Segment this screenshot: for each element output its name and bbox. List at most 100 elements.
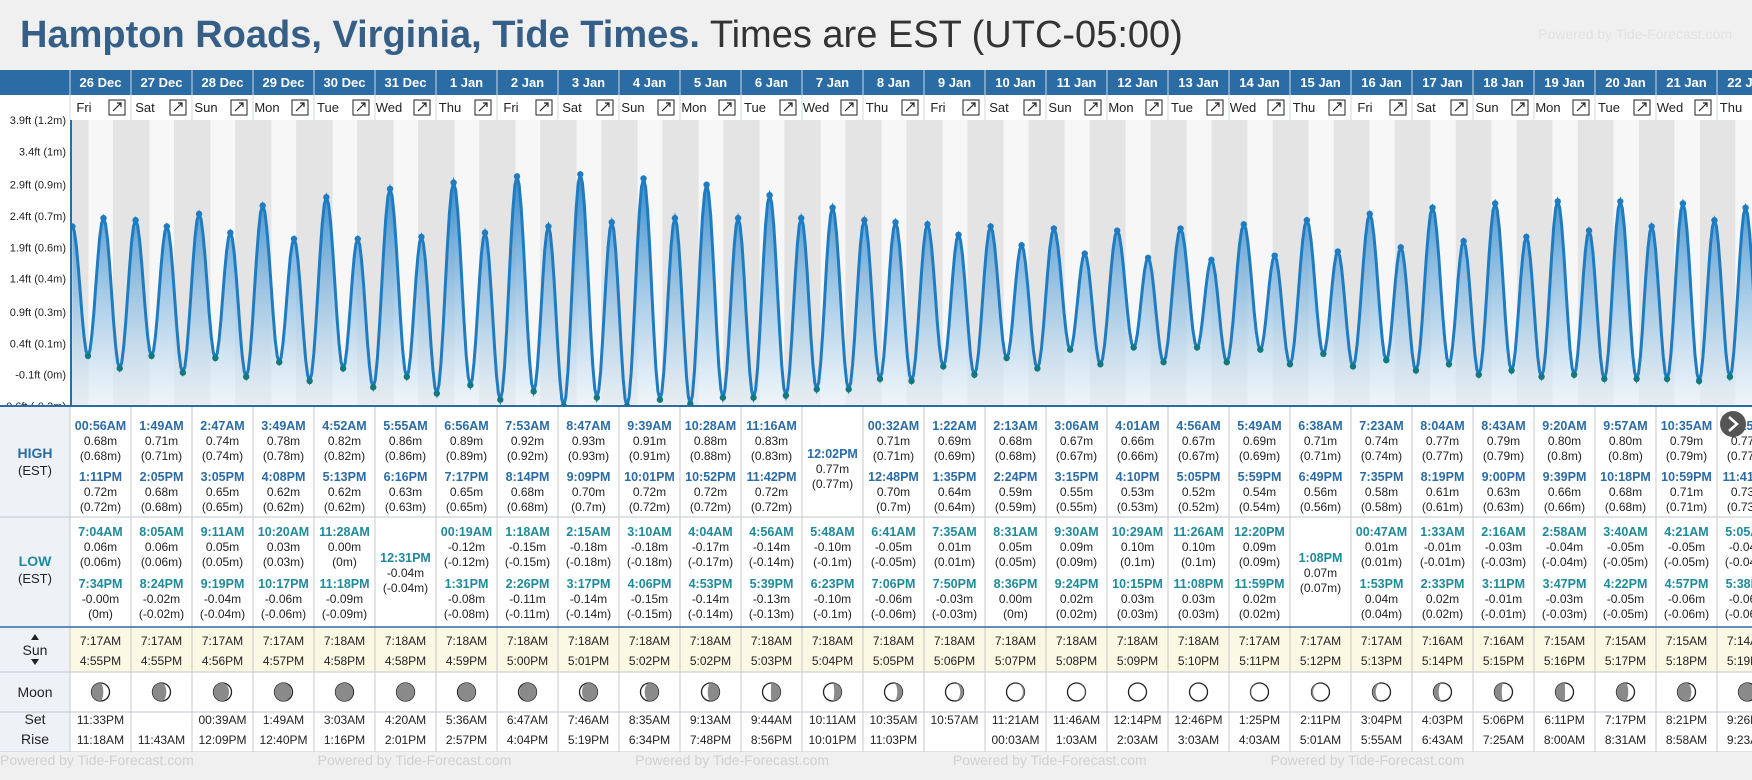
low-tide-height-rounded: (0m) bbox=[1003, 607, 1028, 621]
low-tide-height: -0.14m bbox=[570, 592, 607, 606]
high-tide-point bbox=[1460, 237, 1467, 245]
high-tide-height: 0.91m bbox=[633, 434, 666, 448]
sunrise-time: 7:18AM bbox=[690, 634, 731, 648]
high-tide-height: 0.86m bbox=[389, 434, 422, 448]
high-tide-time: 9:39AM bbox=[627, 419, 671, 433]
high-tide-point bbox=[418, 233, 425, 241]
low-tide-height: -0.03m bbox=[936, 592, 973, 606]
moonrise-time: 8:56PM bbox=[751, 733, 792, 747]
low-tide-point bbox=[1475, 371, 1482, 378]
low-tide-height: -0.10m bbox=[814, 592, 851, 606]
low-tide-time: 5:38PM bbox=[1726, 577, 1752, 591]
date-label: 22 Jan bbox=[1727, 75, 1752, 90]
moonset-time: 6:11PM bbox=[1544, 713, 1584, 727]
low-tide-time: 8:05AM bbox=[139, 525, 183, 539]
high-tide-point bbox=[481, 229, 489, 236]
high-tide-point bbox=[1366, 210, 1373, 218]
low-tide-height: -0.03m bbox=[1546, 592, 1583, 606]
date-label: 15 Jan bbox=[1300, 75, 1341, 90]
high-tide-height: 0.63m bbox=[1487, 485, 1520, 499]
sunset-time: 5:00PM bbox=[507, 654, 548, 668]
moon-shadow-icon bbox=[457, 683, 476, 701]
low-tide-height: -0.05m bbox=[1668, 540, 1705, 554]
date-label: 1 Jan bbox=[450, 75, 483, 90]
low-tide-time: 4:06PM bbox=[628, 577, 672, 591]
low-tide-height-rounded: (-0.05m) bbox=[871, 555, 916, 569]
high-tide-height: 0.71m bbox=[877, 434, 910, 448]
low-tide-point bbox=[1257, 346, 1264, 353]
high-tide-time: 9:20AM bbox=[1542, 419, 1586, 433]
footer-powered-2: Powered by Tide-Forecast.com bbox=[317, 752, 512, 768]
low-tide-point bbox=[1663, 375, 1671, 383]
low-tide-time: 7:50PM bbox=[933, 577, 977, 591]
high-tide-point bbox=[1554, 198, 1561, 205]
high-tide-height-rounded: (0.52m) bbox=[1178, 500, 1219, 514]
low-tide-time: 00:19AM bbox=[441, 525, 492, 539]
low-tide-height: 0.03m bbox=[1121, 592, 1154, 606]
sunrise-time: 7:18AM bbox=[812, 634, 853, 648]
high-tide-height-rounded: (0.62m) bbox=[263, 500, 304, 514]
low-tide-height-rounded: (-0.04m) bbox=[1725, 555, 1752, 569]
sun-up-arrow-icon bbox=[31, 634, 39, 640]
high-tide-point bbox=[1303, 217, 1311, 224]
footer-watermark: Powered by Tide-Forecast.com Powered by … bbox=[0, 752, 1752, 780]
high-tide-height-rounded: (0.77m) bbox=[812, 477, 853, 491]
date-label: 5 Jan bbox=[694, 75, 727, 90]
high-tide-time: 3:49AM bbox=[261, 419, 305, 433]
high-tide-point bbox=[987, 223, 994, 230]
expand-arrow-icon bbox=[1515, 102, 1525, 112]
tide-area bbox=[72, 174, 1752, 406]
low-tide-time: 1:31PM bbox=[445, 577, 489, 591]
expand-arrow-icon bbox=[417, 102, 427, 112]
moonrise-time: 3:03AM bbox=[1178, 733, 1219, 747]
moonrise-time: 10:01PM bbox=[808, 733, 856, 747]
weekday-label: Thu bbox=[439, 100, 461, 115]
high-tide-point bbox=[1523, 233, 1530, 241]
high-tide-point bbox=[829, 204, 836, 211]
high-tide-height-rounded: (0.7m) bbox=[876, 500, 911, 514]
weekday-label: Wed bbox=[1230, 100, 1257, 115]
low-tide-height: 0.02m bbox=[1243, 592, 1276, 606]
low-tide-point bbox=[813, 386, 820, 393]
weekday-label: Sun bbox=[194, 100, 217, 115]
high-tide-height-rounded: (0.66m) bbox=[1117, 449, 1158, 463]
moonset-time: 5:06PM bbox=[1483, 713, 1524, 727]
low-tide-height: -0.18m bbox=[570, 540, 607, 554]
low-tide-time: 4:22PM bbox=[1604, 577, 1648, 591]
low-tide-height: -0.04m bbox=[1546, 540, 1583, 554]
scroll-right-button[interactable] bbox=[1720, 411, 1746, 437]
weekday-label: Thu bbox=[1293, 100, 1315, 115]
sunrise-time: 7:17AM bbox=[263, 634, 304, 648]
date-label: 3 Jan bbox=[572, 75, 605, 90]
high-tide-height-rounded: (0.56m) bbox=[1300, 500, 1341, 514]
high-tide-height: 0.80m bbox=[1548, 434, 1581, 448]
high-tide-time: 8:04AM bbox=[1420, 419, 1464, 433]
low-tide-time: 11:28AM bbox=[319, 525, 370, 539]
low-tide-point bbox=[1508, 367, 1515, 374]
low-tide-height-rounded: (-0.03m) bbox=[1481, 555, 1526, 569]
sunset-time: 5:01PM bbox=[568, 654, 609, 668]
row-label-bg bbox=[0, 406, 70, 752]
y-tick-label: 3.4ft (1m) bbox=[19, 146, 66, 158]
low-tide-height: -0.04m bbox=[1729, 540, 1752, 554]
date-label: 29 Dec bbox=[263, 75, 305, 90]
high-tide-time: 2:05PM bbox=[140, 470, 184, 484]
low-tide-height-rounded: (-0.01m) bbox=[1420, 555, 1465, 569]
low-tide-time: 6:23PM bbox=[811, 577, 855, 591]
low-tide-time: 5:05AM bbox=[1725, 525, 1752, 539]
sunrise-time: 7:18AM bbox=[324, 634, 365, 648]
high-tide-point bbox=[798, 214, 805, 222]
title-timezone: Times are EST (UTC-05:00) bbox=[709, 14, 1183, 56]
page-title: Hampton Roads, Virginia, Tide Times. Tim… bbox=[20, 12, 1183, 58]
high-tide-height: 0.72m bbox=[694, 485, 727, 499]
high-tide-point bbox=[132, 217, 139, 224]
powered-by-top: Powered by Tide-Forecast.com bbox=[1538, 26, 1732, 42]
high-tide-point bbox=[1397, 244, 1404, 251]
sunrise-time: 7:18AM bbox=[934, 634, 975, 648]
y-tick-label: -0.1ft (0m) bbox=[15, 370, 66, 382]
low-tide-height-rounded: (0.09m) bbox=[1056, 555, 1097, 569]
high-tide-height-rounded: (0.93m) bbox=[568, 449, 609, 463]
high-tide-time: 10:52PM bbox=[685, 470, 736, 484]
high-tide-height-rounded: (0.92m) bbox=[507, 449, 548, 463]
moonrise-time: 5:55AM bbox=[1361, 733, 1402, 747]
